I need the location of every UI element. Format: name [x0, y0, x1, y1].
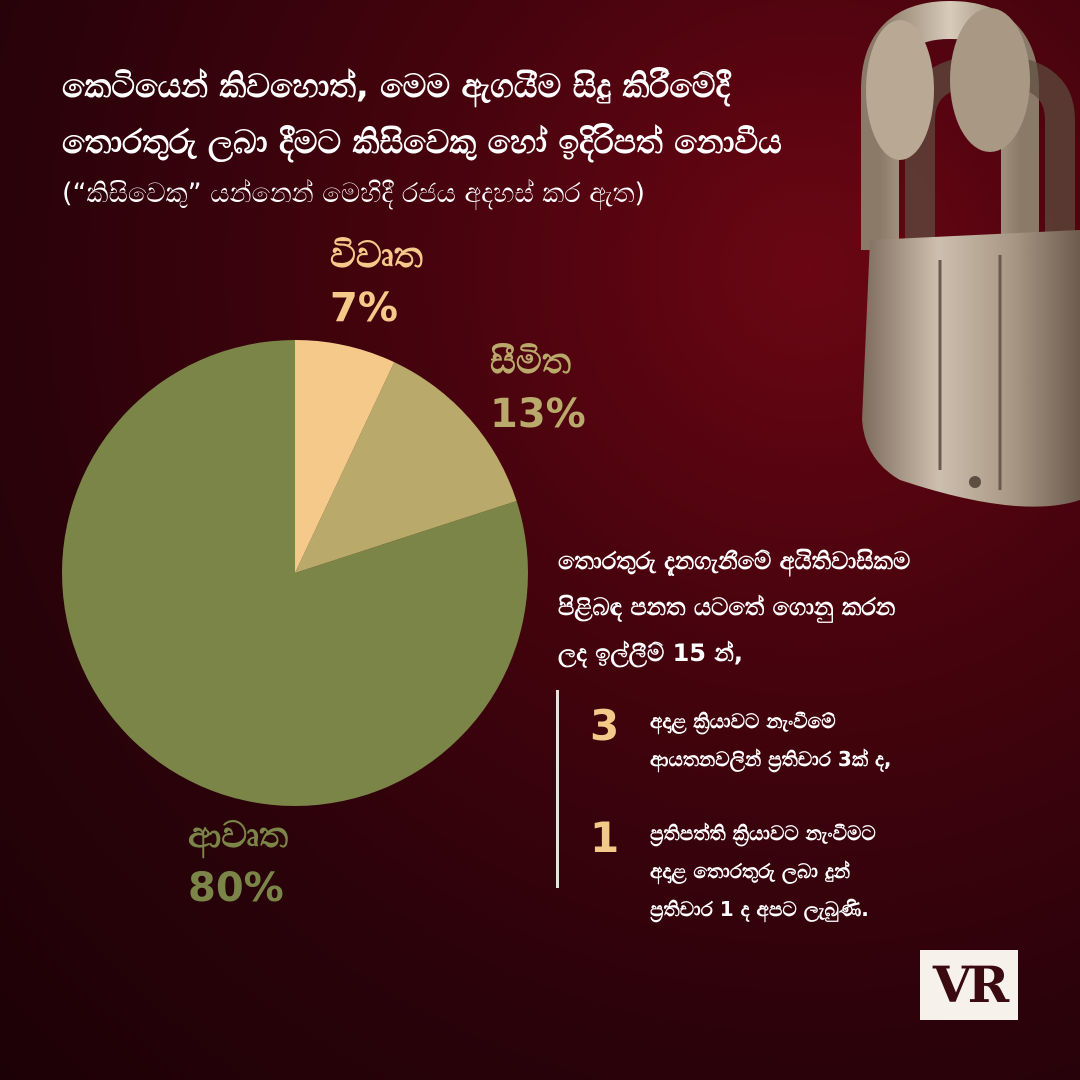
stat-description: ප්‍රතිපත්ති ක්‍රියාවට නැංවීමට අදාළ තොරතු… [650, 814, 1050, 928]
stat-description-line: අදාළ තොරතුරු ලබා දුන් [650, 859, 851, 883]
pie-slice-limited [295, 362, 517, 573]
info-intro-line: පිළිබඳ පනත යටතේ ගොනු කරන [558, 593, 896, 621]
padlock-icon [861, 0, 1080, 507]
pie-label-open-name: විවෘත [330, 235, 423, 276]
pie-label-closed: ආවෘත 80% [188, 812, 288, 916]
pie-chart [61, 340, 528, 806]
pie-label-limited: සීමිත 13% [490, 338, 586, 442]
stat-number: 1 [590, 813, 620, 862]
stat-description-line: අදාළ ක්‍රියාවට නැංවීමේ [650, 709, 836, 733]
subtitle-note: (“කිසිවෙකු” යන්නෙන් මෙහිදී රජය අදහස් කර … [62, 178, 646, 209]
pie-label-limited-name: සීමිත [490, 341, 572, 382]
info-intro-line: ලද ඉල්ලීම් 15 න්, [558, 639, 743, 667]
pie-label-open-value: 7% [330, 285, 398, 331]
pie-label-closed-value: 80% [188, 865, 284, 911]
stat-description-line: ආයතනවලින් ප්‍රතිචාර 3ක් ද, [650, 747, 892, 771]
stat-number: 3 [590, 701, 620, 750]
title-line-2: තොරතුරු ලබා දීමට කිසිවෙකු හෝ ඉදිරිපත් නො… [62, 122, 782, 161]
stat-description: අදාළ ක්‍රියාවට නැංවීමේ ආයතනවලින් ප්‍රතිච… [650, 702, 1050, 778]
stat-description-line: ප්‍රතිපත්ති ක්‍රියාවට නැංවීමට [650, 821, 876, 845]
info-divider [556, 690, 559, 888]
padlock-shackle [861, 0, 1075, 250]
pie-label-limited-value: 13% [490, 391, 586, 437]
pie-slice-closed [61, 340, 528, 806]
info-intro-line: තොරතුරු දැනගැනීමේ අයිතිවාසිකම [558, 547, 911, 575]
info-intro: තොරතුරු දැනගැනීමේ අයිතිවාසිකම පිළිබඳ පනත… [558, 538, 1028, 676]
padlock-body [862, 230, 1080, 507]
pie-slice-open [295, 340, 395, 573]
pie-label-open: විවෘත 7% [330, 232, 423, 336]
stat-description-line: ප්‍රතිචාර 1 ද අපට ලැබුණි. [650, 897, 869, 921]
title-line-1: කෙටියෙන් කිවහොත්, මෙම ඇගයීම සිදු කිරීමේද… [62, 66, 731, 105]
pie-label-closed-name: ආවෘත [188, 815, 289, 856]
brand-logo: VR [920, 950, 1018, 1020]
page-title: කෙටියෙන් කිවහොත්, මෙම ඇගයීම සිදු කිරීමේද… [62, 58, 862, 170]
